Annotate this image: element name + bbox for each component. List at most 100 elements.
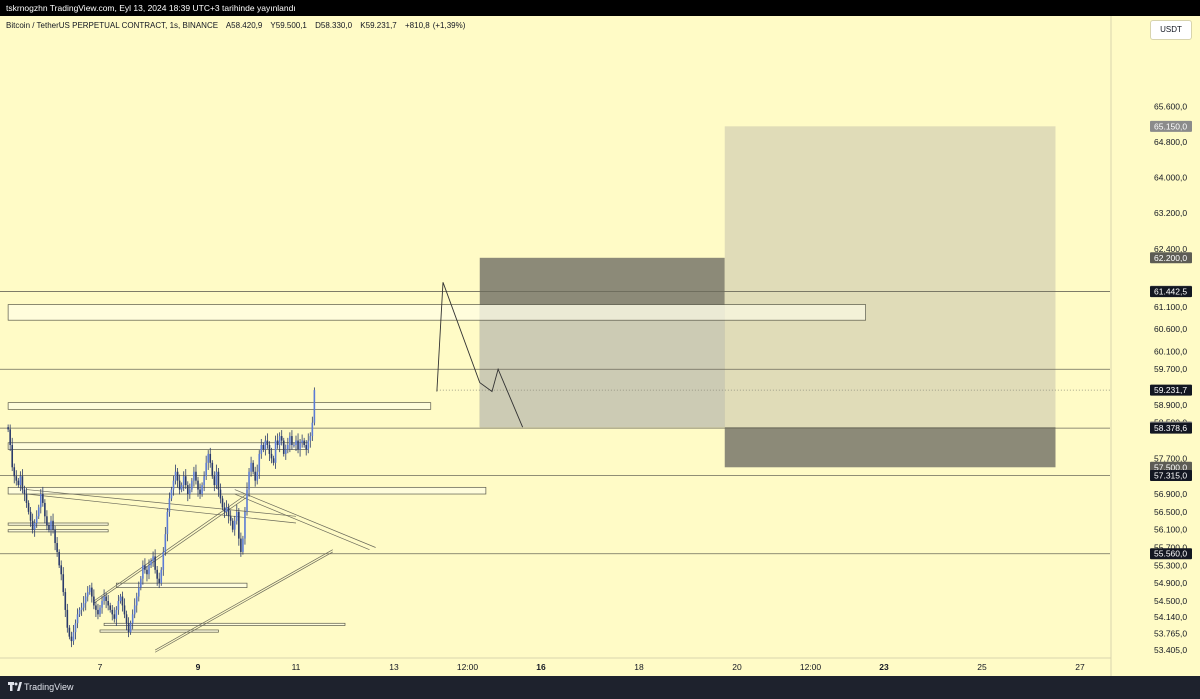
trendline xyxy=(234,493,370,551)
candle-body xyxy=(213,476,216,486)
candle-body xyxy=(93,596,95,606)
candle-body xyxy=(13,467,16,477)
candle-body xyxy=(162,551,165,570)
candle-body xyxy=(262,444,265,450)
candle-body xyxy=(97,609,99,615)
candle-body xyxy=(189,489,191,495)
price-tag-label: 62.200,0 xyxy=(1154,253,1187,263)
candle-body xyxy=(37,507,40,517)
trendline xyxy=(154,549,333,651)
price-tick-label: 55.700,0 xyxy=(1154,543,1187,553)
rectangle-drawing xyxy=(103,622,346,626)
stop-zone-lower xyxy=(724,427,1056,468)
rectangle-drawing xyxy=(7,402,432,410)
candle-body xyxy=(311,422,314,437)
candle-body xyxy=(80,607,83,610)
price-tick-label: 55.300,0 xyxy=(1154,560,1187,570)
candle-body xyxy=(291,436,293,445)
candle-body xyxy=(115,609,118,619)
candle-body xyxy=(21,476,24,490)
trendline xyxy=(154,551,333,653)
candle-body xyxy=(260,444,263,454)
time-tick-label: 13 xyxy=(389,662,399,672)
candle-body xyxy=(180,485,183,490)
candle-body xyxy=(256,471,259,481)
rectangle-drawing xyxy=(7,522,109,526)
price-tick-label: 64.800,0 xyxy=(1154,137,1187,147)
candle-body xyxy=(52,520,54,530)
candle-body xyxy=(168,498,171,512)
candle-body xyxy=(215,471,218,486)
candle-body xyxy=(95,605,97,610)
time-tick-label: 12:00 xyxy=(800,662,822,672)
projection-path xyxy=(436,282,524,428)
chart-area[interactable]: 65.600,0 64.800,0 64.000,0 63.200,0 62.400,0… xyxy=(0,16,1200,676)
time-tick-label: 25 xyxy=(977,662,987,672)
price-tick-label: 53.405,0 xyxy=(1154,645,1187,655)
price-tag-label: 55.560,0 xyxy=(1154,549,1187,559)
candle-body xyxy=(142,565,144,579)
candle-body xyxy=(250,462,252,472)
candle-body xyxy=(127,623,130,633)
price-tag-label: 65.150,0 xyxy=(1154,121,1187,131)
candle-body xyxy=(211,462,214,477)
price-tick-label: 59.700,0 xyxy=(1154,364,1187,374)
candle-body xyxy=(119,596,122,601)
candle-body xyxy=(197,480,199,490)
rectangle-drawing xyxy=(7,529,109,533)
candle-body xyxy=(223,507,226,512)
candle-body xyxy=(35,516,38,523)
symbol-legend: Bitcoin / TetherUS PERPETUAL CONTRACT, 1… xyxy=(6,21,465,30)
candle-body xyxy=(137,587,140,597)
candle-body xyxy=(174,471,177,481)
candle-body xyxy=(231,520,234,530)
candle-body xyxy=(107,600,109,606)
candle-body xyxy=(246,489,248,512)
candle-body xyxy=(39,494,42,508)
candle-body xyxy=(84,596,87,604)
candle-body xyxy=(199,489,201,495)
footer-brand: TradingView xyxy=(24,682,74,692)
trendline xyxy=(93,496,248,604)
legend-symbol[interactable]: Bitcoin / TetherUS PERPETUAL CONTRACT, 1… xyxy=(6,21,219,30)
candle-body xyxy=(60,565,63,575)
price-tick-label: 54.140,0 xyxy=(1154,612,1187,622)
candle-body xyxy=(62,574,65,593)
price-tag-label: 57.500,0 xyxy=(1154,462,1187,472)
price-tag-label: 61.442,5 xyxy=(1154,287,1187,297)
price-tick-label: 57.700,0 xyxy=(1154,453,1187,463)
time-tick-label: 27 xyxy=(1075,662,1085,672)
currency-button[interactable]: USDT xyxy=(1150,20,1192,40)
candle-body xyxy=(152,556,154,561)
candle-body xyxy=(219,489,222,499)
price-tick-label: 56.100,0 xyxy=(1154,525,1187,535)
candle-body xyxy=(272,458,275,463)
price-tag-box xyxy=(1150,548,1192,560)
publish-caption-bar: tskrnogzhn TradingView.com, Eyl 13, 2024… xyxy=(0,0,1200,16)
candle-body xyxy=(105,596,107,601)
price-tag-box xyxy=(1150,470,1192,482)
candle-body xyxy=(156,569,158,579)
price-chart[interactable]: 65.600,0 64.800,0 64.000,0 63.200,0 62.400,0… xyxy=(0,16,1200,676)
price-tick-label: 54.500,0 xyxy=(1154,596,1187,606)
candle-body xyxy=(182,476,185,486)
candle-body xyxy=(54,529,56,544)
trendline xyxy=(93,493,248,602)
candle-body xyxy=(178,480,181,490)
candle-body xyxy=(144,565,146,570)
candle-body xyxy=(154,556,156,570)
price-tick-label: 65.600,0 xyxy=(1154,101,1187,111)
candle-body xyxy=(176,471,179,481)
candle-body xyxy=(11,444,14,468)
candle-body xyxy=(252,462,254,472)
candle-body xyxy=(201,485,203,495)
candle-body xyxy=(289,436,291,445)
candle-body xyxy=(146,569,148,575)
candle-body xyxy=(33,522,36,530)
candle-body xyxy=(270,453,273,459)
candle-body xyxy=(205,462,207,477)
candle-body xyxy=(166,511,169,535)
candle-body xyxy=(287,444,289,450)
price-tag-box xyxy=(1150,384,1192,396)
candle-body xyxy=(195,471,197,481)
